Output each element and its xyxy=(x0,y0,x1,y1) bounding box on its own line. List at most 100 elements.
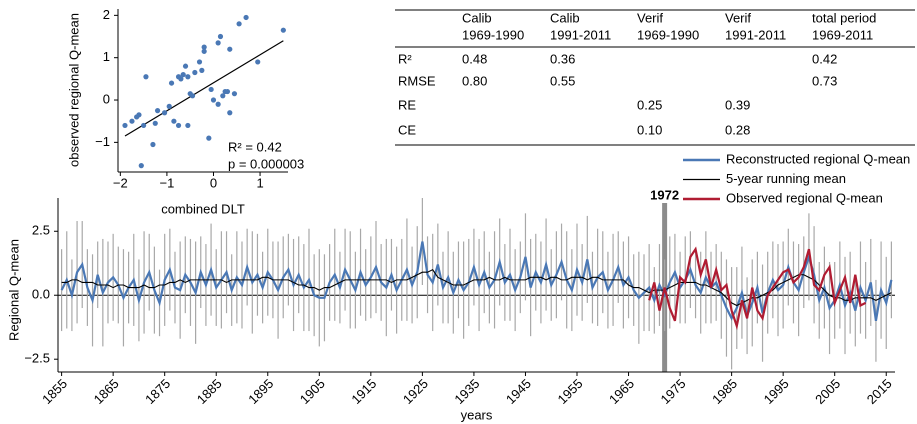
row-label: RE xyxy=(398,97,416,112)
x-tick-label: 1 xyxy=(256,175,263,190)
y-axis-label: observed regional Q-mean xyxy=(66,13,81,167)
table-cell: 0.42 xyxy=(812,51,837,66)
legend-label: 5-year running mean xyxy=(726,171,846,186)
point xyxy=(231,91,238,97)
column-header: Verif xyxy=(637,10,663,25)
annotation: 1972 xyxy=(650,187,679,202)
table-cell: 0.25 xyxy=(637,97,662,112)
series-line xyxy=(61,268,892,307)
annotation: R² = 0.42 xyxy=(228,139,282,154)
x-tick-label: 0 xyxy=(210,175,217,190)
point xyxy=(141,122,147,129)
point xyxy=(152,120,158,126)
column-header: Calib xyxy=(462,10,492,25)
legend-label: Observed regional Q-mean xyxy=(726,190,883,205)
x-axis-label: combined DLT xyxy=(161,201,245,216)
point xyxy=(166,103,172,109)
point xyxy=(136,112,142,118)
point xyxy=(208,86,214,93)
point xyxy=(192,69,198,76)
x-tick-label: 1985 xyxy=(709,376,740,407)
series-line xyxy=(60,241,893,322)
y-tick-label: 1 xyxy=(103,49,110,64)
table-cell: 0.80 xyxy=(462,73,487,88)
x-axis-label: years xyxy=(461,407,493,422)
fit-line xyxy=(124,40,284,137)
x-tick-label: 1935 xyxy=(451,376,482,407)
y-tick-label: 0.0 xyxy=(32,287,50,302)
point xyxy=(182,63,189,69)
x-tick-label: 2005 xyxy=(812,376,843,407)
y-axis-label: Regional Q-mean xyxy=(6,239,21,341)
point xyxy=(150,141,156,148)
point xyxy=(227,46,233,52)
point xyxy=(217,33,224,40)
point xyxy=(255,59,261,65)
column-header: Verif xyxy=(725,10,751,25)
x-tick-label: 1965 xyxy=(606,376,637,407)
row-label: R² xyxy=(398,51,412,66)
point xyxy=(280,27,286,33)
point xyxy=(196,59,203,65)
point xyxy=(161,110,168,116)
point xyxy=(199,67,205,73)
point xyxy=(171,118,177,124)
y-tick-label: 2.5 xyxy=(32,223,50,238)
table-cell: 0.39 xyxy=(725,97,750,112)
x-tick-label: 1905 xyxy=(297,376,328,407)
legend-label: Reconstructed regional Q-mean xyxy=(726,151,910,166)
point xyxy=(168,80,175,86)
annotation: p = 0.000003 xyxy=(228,156,304,171)
x-tick-label: 1995 xyxy=(761,376,792,407)
x-tick-label: 1885 xyxy=(194,376,225,407)
point xyxy=(138,163,144,169)
column-header: 1969-1990 xyxy=(462,27,524,42)
table-cell: 0.28 xyxy=(725,122,750,137)
point xyxy=(122,122,128,129)
x-tick-label: 2015 xyxy=(864,376,895,407)
row-label: RMSE xyxy=(398,73,436,88)
x-tick-label: 1895 xyxy=(245,376,276,407)
point xyxy=(185,74,191,80)
point xyxy=(189,93,196,99)
point xyxy=(175,122,182,129)
column-header: 1969-1990 xyxy=(637,27,699,42)
column-header: Calib xyxy=(550,10,580,25)
table-cell: 0.36 xyxy=(550,51,575,66)
point xyxy=(143,74,149,80)
x-tick-label: 1875 xyxy=(142,376,173,407)
point xyxy=(215,101,221,107)
series-line xyxy=(648,246,867,331)
x-tick-label: −2 xyxy=(113,175,128,190)
point xyxy=(154,108,161,114)
point xyxy=(243,14,249,21)
point xyxy=(206,135,212,141)
x-tick-label: 1945 xyxy=(503,376,534,407)
column-header: total period xyxy=(812,10,876,25)
point xyxy=(201,48,207,54)
point xyxy=(180,72,186,78)
point xyxy=(201,44,207,50)
table-cell: 0.55 xyxy=(550,73,575,88)
column-header: 1991-2011 xyxy=(550,27,611,42)
row-label: CE xyxy=(398,122,416,137)
column-header: 1991-2011 xyxy=(725,27,786,42)
table-cell: 0.48 xyxy=(462,51,487,66)
x-tick-label: 1955 xyxy=(554,376,585,407)
y-tick-label: −1 xyxy=(95,134,110,149)
table-cell: 0.73 xyxy=(812,73,837,88)
point xyxy=(236,21,242,27)
point xyxy=(175,74,182,80)
table-cell: 0.10 xyxy=(637,122,662,137)
y-tick-label: 0 xyxy=(103,91,110,106)
x-tick-label: 1975 xyxy=(658,376,689,407)
point xyxy=(129,118,135,124)
x-tick-label: 1865 xyxy=(91,376,122,407)
point xyxy=(210,97,217,103)
point xyxy=(220,93,226,99)
y-tick-label: −2.5 xyxy=(24,351,50,366)
x-tick-label: −1 xyxy=(159,175,174,190)
point xyxy=(185,122,191,129)
x-tick-label: 1925 xyxy=(400,376,431,407)
